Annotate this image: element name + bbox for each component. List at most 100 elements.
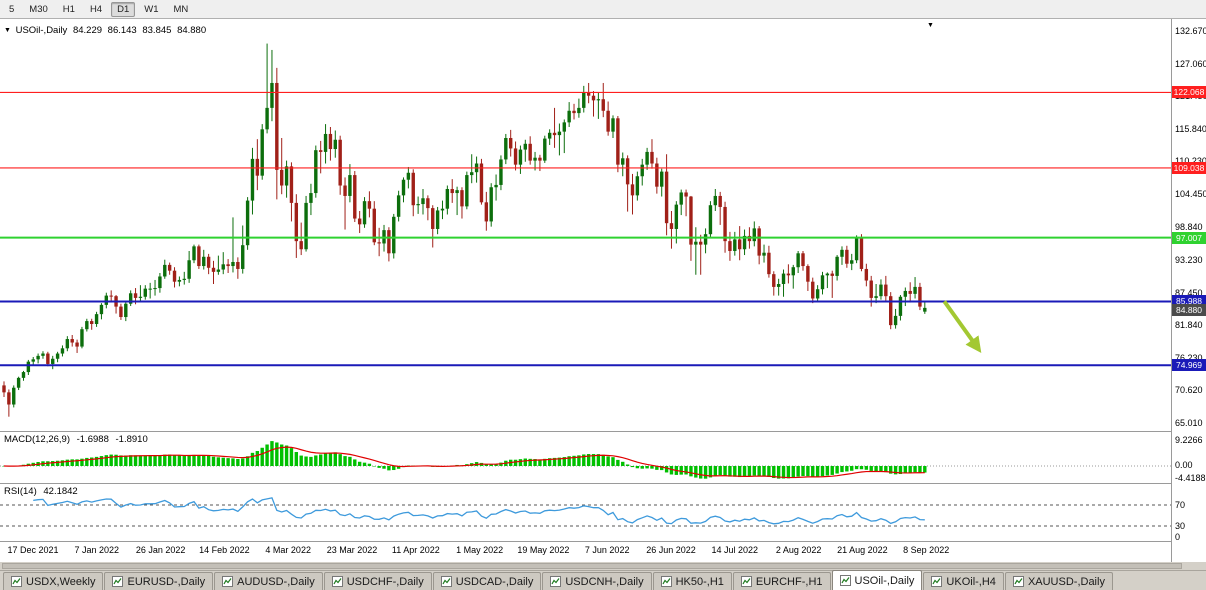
price-line-tag: 74.969: [1172, 359, 1206, 372]
time-axis-label: 23 Mar 2022: [326, 545, 378, 555]
chart-tab-usdchf-daily[interactable]: USDCHF-,Daily: [323, 572, 432, 590]
rsi-pane[interactable]: [0, 484, 1171, 541]
chart-tab-eurusd-daily[interactable]: EURUSD-,Daily: [104, 572, 214, 590]
chart-tab-icon: [222, 576, 234, 587]
price-axis-label: 110.230: [1175, 156, 1206, 166]
price-axis-label: 104.450: [1175, 189, 1206, 200]
macd-axis-label: 9.2266: [1175, 435, 1203, 445]
timeframe-button-h4[interactable]: H4: [89, 3, 103, 15]
macd-axis-label: 0.00: [1175, 460, 1193, 470]
chart-tab-xauusd-daily[interactable]: XAUUSD-,Daily: [1004, 572, 1113, 590]
time-axis-label: 1 May 2022: [456, 545, 504, 555]
chart-tab-icon: [331, 576, 343, 587]
chart-tab-label: AUDUSD-,Daily: [237, 575, 315, 588]
chart-tab-label: USOil-,Daily: [854, 574, 915, 587]
chart-tab-audusd-daily[interactable]: AUDUSD-,Daily: [214, 572, 323, 590]
chart-tab-label: XAUUSD-,Daily: [1027, 575, 1105, 588]
chart-tab-label: HK50-,H1: [675, 575, 724, 588]
pane-divider-macd-rsi[interactable]: [0, 483, 1206, 484]
chart-tab-usdx-weekly[interactable]: USDX,Weekly: [3, 572, 104, 590]
timeframe-button-d1[interactable]: D1: [111, 1, 136, 17]
rsi-header: RSI(14) 42.1842: [4, 486, 82, 497]
time-axis-label: 19 May 2022: [517, 545, 570, 555]
timeframe-button-h1[interactable]: H1: [62, 3, 75, 15]
chart-tab-usoil-daily[interactable]: USOil-,Daily: [831, 570, 923, 590]
rsi-axis-label: 0: [1175, 532, 1181, 542]
chart-tab-label: EURCHF-,H1: [755, 575, 823, 588]
macd-header: MACD(12,26,9) -1.6988 -1.8910: [4, 434, 152, 445]
timeframe-button-m30[interactable]: M30: [29, 3, 48, 15]
chart-tab-label: USDX,Weekly: [26, 575, 96, 588]
chart-tab-label: USDCNH-,Daily: [565, 575, 644, 588]
chart-tab-icon: [931, 576, 943, 587]
time-axis-label: 2 Aug 2022: [775, 545, 822, 555]
time-axis-label: 26 Jan 2022: [135, 545, 186, 555]
chart-tab-icon: [550, 576, 562, 587]
timeframe-button-5[interactable]: 5: [9, 3, 15, 15]
macd-pane[interactable]: [0, 432, 1171, 483]
chart-tab-label: USDCHF-,Daily: [346, 575, 424, 588]
one-click-trading-icon[interactable]: ▼: [4, 27, 11, 34]
chart-tab-ukoil-h4[interactable]: UKOil-,H4: [923, 572, 1004, 590]
time-axis-label: 26 Jun 2022: [646, 545, 696, 555]
price-line-tag: 122.068: [1172, 86, 1206, 99]
current-price-tag: 84.880: [1172, 303, 1206, 316]
trend-arrow[interactable]: [942, 300, 982, 353]
chart-tab-bar: USDX,Weekly EURUSD-,Daily AUDUSD-,Daily USD…: [0, 570, 1206, 590]
ohlc-readout: ▼ USOil-,Daily 84.229 86.143 83.845 84.8…: [4, 25, 209, 36]
timeframe-button-mn[interactable]: MN: [173, 3, 189, 15]
time-axis-label: 14 Feb 2022: [199, 545, 250, 555]
time-axis-label: 7 Jun 2022: [584, 545, 630, 555]
scrollbar-thumb[interactable]: [2, 563, 1182, 569]
timeframe-button-w1[interactable]: W1: [144, 3, 159, 15]
time-axis-line: [0, 541, 1206, 542]
price-axis-label: 70.620: [1175, 385, 1203, 396]
chart-tab-icon: [112, 576, 124, 587]
macd-main-value: -1.6988: [76, 434, 109, 445]
price-axis-label: 115.840: [1175, 123, 1206, 134]
price-axis-label: 132.670: [1175, 26, 1206, 36]
price-line-tag: 109.038: [1172, 161, 1206, 174]
macd-signal-value: -1.8910: [115, 434, 148, 445]
price-line-tag: 97.007: [1172, 231, 1206, 244]
chart-tab-icon: [839, 575, 851, 586]
horizontal-scrollbar[interactable]: [0, 562, 1206, 570]
high-value: 86.143: [107, 25, 137, 36]
pane-divider-main-macd[interactable]: [0, 431, 1206, 432]
price-axis-label: 65.010: [1175, 418, 1203, 428]
time-axis-label: 21 Aug 2022: [837, 545, 888, 555]
rsi-axis-label: 70: [1175, 500, 1186, 510]
chart-tab-icon: [11, 576, 22, 587]
time-axis-label: 8 Sep 2022: [903, 545, 950, 555]
macd-histogram: [2, 441, 927, 479]
chart-tab-usdcad-daily[interactable]: USDCAD-,Daily: [432, 572, 542, 590]
rsi-axis-label: 30: [1175, 521, 1186, 531]
price-axis-label: 127.060: [1175, 58, 1206, 69]
open-value: 84.229: [72, 25, 103, 36]
price-axis[interactable]: 132.670127.060121.450115.840110.230104.4…: [1171, 19, 1206, 562]
time-axis-label: 17 Dec 2021: [7, 545, 59, 555]
macd-name: MACD(12,26,9): [4, 434, 70, 445]
chart-shift-marker-icon[interactable]: ▼: [927, 22, 934, 29]
time-axis-label: 7 Jan 2022: [74, 545, 120, 555]
candles: [2, 43, 927, 417]
low-value: 83.845: [142, 25, 172, 36]
macd-signal-line: [3, 446, 925, 479]
price-axis-label: 98.840: [1175, 222, 1203, 232]
chart-tab-eurchf-h1[interactable]: EURCHF-,H1: [732, 572, 831, 590]
close-value: 84.880: [177, 25, 207, 36]
chart-tab-icon: [1012, 576, 1024, 587]
rsi-value: 42.1842: [43, 486, 78, 497]
chart-tab-label: UKOil-,H4: [946, 575, 996, 588]
price-axis-label: 87.450: [1175, 287, 1203, 298]
chart-tab-label: EURUSD-,Daily: [127, 575, 206, 588]
macd-axis-label: -4.4188: [1175, 473, 1206, 483]
chart-tab-icon: [660, 576, 672, 587]
chart-tab-hk50-h1[interactable]: HK50-,H1: [652, 572, 732, 590]
candlestick-chart[interactable]: [0, 19, 1171, 431]
symbol-title: USOil-,Daily: [15, 25, 68, 36]
time-axis-label: 4 Mar 2022: [265, 545, 311, 555]
chart-tab-usdcnh-daily[interactable]: USDCNH-,Daily: [542, 572, 652, 590]
time-axis-label: 14 Jul 2022: [711, 545, 759, 555]
chart-tab-label: USDCAD-,Daily: [455, 575, 534, 588]
